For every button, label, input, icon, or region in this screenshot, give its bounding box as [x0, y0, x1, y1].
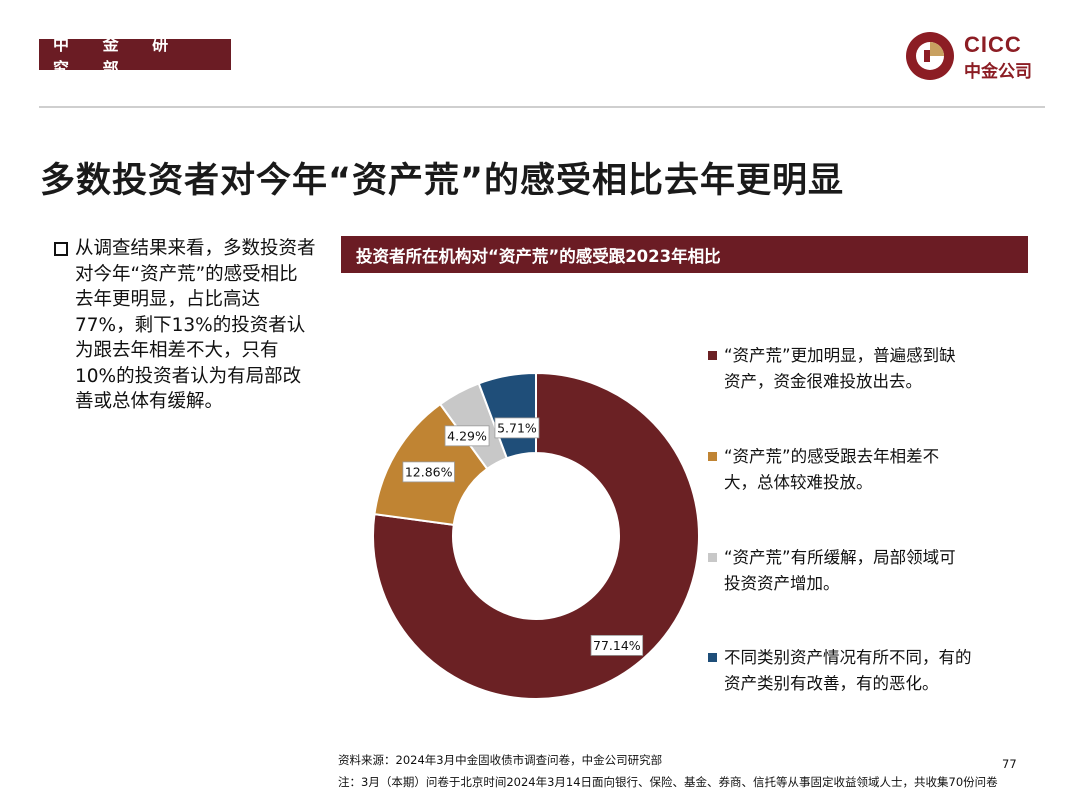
legend-swatch	[708, 351, 717, 360]
legend-label-line1: “资产荒”有所缓解，局部领域可	[724, 548, 956, 567]
summary-bullet: 从调查结果来看，多数投资者对今年“资产荒”的感受相比去年更明显，占比高达77%，…	[54, 236, 316, 415]
legend-swatch	[708, 452, 717, 461]
donut-chart: 77.14% 12.86% 4.29% 5.71%	[372, 371, 700, 700]
department-tag: 中 金 研 究 部	[39, 35, 231, 78]
legend-swatch	[708, 653, 717, 662]
legend-label-line1: “资产荒”的感受跟去年相差不	[724, 447, 940, 466]
source-note: 资料来源：2024年3月中金固收债市调查问卷，中金公司研究部	[338, 753, 663, 767]
data-label-text: 4.29%	[447, 428, 487, 443]
legend-item-eased: “资产荒”有所缓解，局部领域可 投资资产增加。	[708, 545, 1018, 597]
legend-item-mixed: 不同类别资产情况有所不同，有的 资产类别有改善，有的恶化。	[708, 645, 1018, 697]
legend-label-line2: 投资资产增加。	[724, 574, 840, 593]
cicc-emblem-icon	[906, 32, 954, 80]
chart-title-bar: 投资者所在机构对“资产荒”的感受跟2023年相比	[341, 236, 1028, 273]
legend-item-more-obvious: “资产荒”更加明显，普遍感到缺 资产，资金很难投放出去。	[708, 343, 1018, 395]
legend-label-line1: “资产荒”更加明显，普遍感到缺	[724, 346, 956, 365]
data-label-mixed: 5.71%	[494, 417, 540, 439]
legend-label-line1: 不同类别资产情况有所不同，有的	[724, 648, 972, 667]
legend-label-line2: 资产，资金很难投放出去。	[724, 372, 922, 391]
data-label-similar: 12.86%	[402, 461, 455, 483]
data-label-more-obvious: 77.14%	[590, 634, 644, 656]
square-bullet-icon	[54, 242, 68, 256]
page-number: 77	[1002, 757, 1017, 771]
header-divider	[39, 106, 1045, 108]
logo-text-cn: 中金公司	[964, 62, 1032, 82]
data-label-eased: 4.29%	[444, 425, 490, 447]
cicc-logo: CICC 中金公司	[904, 30, 1054, 82]
data-label-text: 77.14%	[593, 638, 641, 653]
data-label-text: 12.86%	[405, 464, 453, 479]
data-label-text: 5.71%	[497, 420, 537, 435]
logo-text-en: CICC	[964, 32, 1022, 57]
legend-swatch	[708, 553, 717, 562]
slice-more-obvious	[372, 371, 700, 700]
legend-label-line2: 大，总体较难投放。	[724, 473, 873, 492]
page-title: 多数投资者对今年“资产荒”的感受相比去年更明显	[40, 161, 845, 201]
summary-text: 从调查结果来看，多数投资者对今年“资产荒”的感受相比去年更明显，占比高达77%，…	[75, 238, 316, 412]
legend-label-line2: 资产类别有改善，有的恶化。	[724, 674, 939, 693]
footnote: 注：3月（本期）问卷于北京时间2024年3月14日面向银行、保险、基金、券商、信…	[338, 775, 998, 789]
legend-item-similar: “资产荒”的感受跟去年相差不 大，总体较难投放。	[708, 444, 1018, 496]
